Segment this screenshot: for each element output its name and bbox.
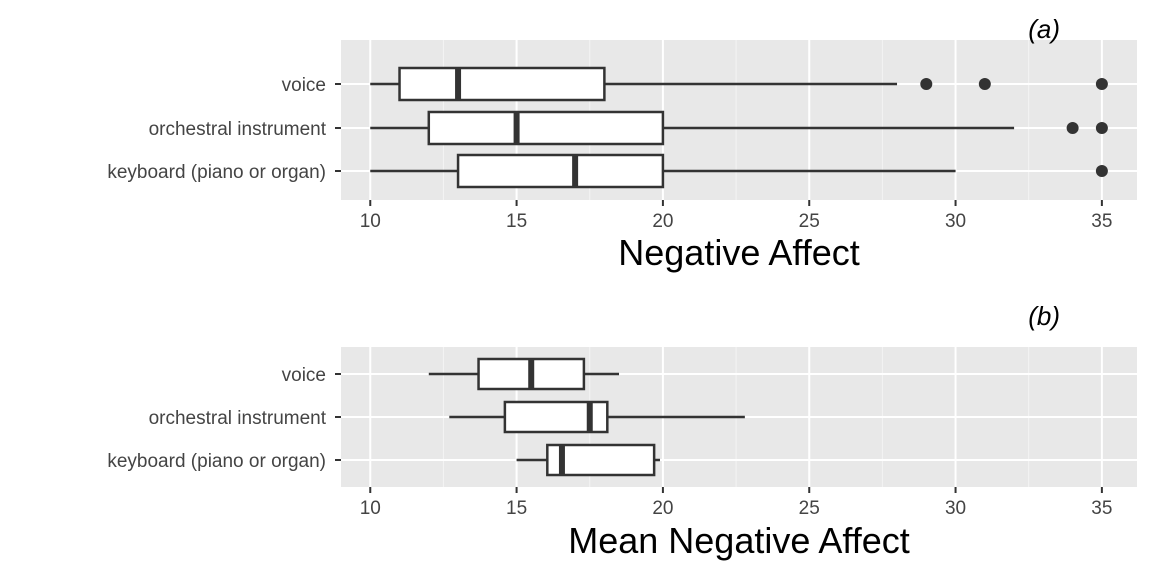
category-label: orchestral instrument — [149, 408, 327, 429]
category-label: voice — [282, 365, 326, 386]
outlier-point — [1066, 122, 1079, 134]
category-label: keyboard (piano or organ) — [107, 162, 326, 183]
box-orchestral-instrument — [449, 400, 745, 434]
iqr-box — [427, 110, 665, 146]
x-tick-label: 30 — [945, 498, 966, 519]
x-tick-label: 30 — [945, 211, 966, 232]
x-tick-label: 15 — [506, 211, 527, 232]
panel-a: 10 15 20 25 30 35 voice orchestral instrument ke… — [107, 14, 1137, 273]
outlier-point — [1095, 122, 1108, 134]
box-keyboard-piano-or-organ- — [370, 153, 1108, 189]
x-tick-label: 35 — [1091, 498, 1112, 519]
x-axis-title: Mean Negative Affect — [568, 520, 910, 561]
box-voice — [428, 357, 620, 391]
outlier-point — [920, 78, 933, 90]
box-keyboard-piano-or-organ- — [516, 443, 660, 477]
x-tick-label: 25 — [799, 211, 820, 232]
x-axis-title: Negative Affect — [618, 232, 860, 273]
iqr-box — [398, 66, 606, 102]
x-tick-label: 20 — [652, 211, 673, 232]
x-tick-label: 10 — [360, 498, 381, 519]
outlier-point — [978, 78, 991, 90]
category-label: keyboard (piano or organ) — [107, 451, 326, 472]
x-tick-label: 25 — [799, 498, 820, 519]
box-voice — [370, 66, 1108, 102]
iqr-box — [456, 153, 665, 189]
outlier-point — [1095, 78, 1108, 90]
category-label: voice — [282, 75, 326, 96]
box-orchestral-instrument — [370, 110, 1108, 146]
x-tick-label: 20 — [652, 498, 673, 519]
category-label: orchestral instrument — [149, 119, 327, 140]
iqr-box — [546, 443, 656, 477]
panel-b: 10 15 20 25 30 35 voice orchestral instrument ke… — [107, 301, 1137, 561]
x-tick-label: 15 — [506, 498, 527, 519]
panel-tag: (b) — [1028, 301, 1060, 331]
x-tick-label: 10 — [360, 211, 381, 232]
x-tick-label: 35 — [1091, 211, 1112, 232]
panel-tag: (a) — [1028, 14, 1060, 44]
outlier-point — [1095, 165, 1108, 177]
